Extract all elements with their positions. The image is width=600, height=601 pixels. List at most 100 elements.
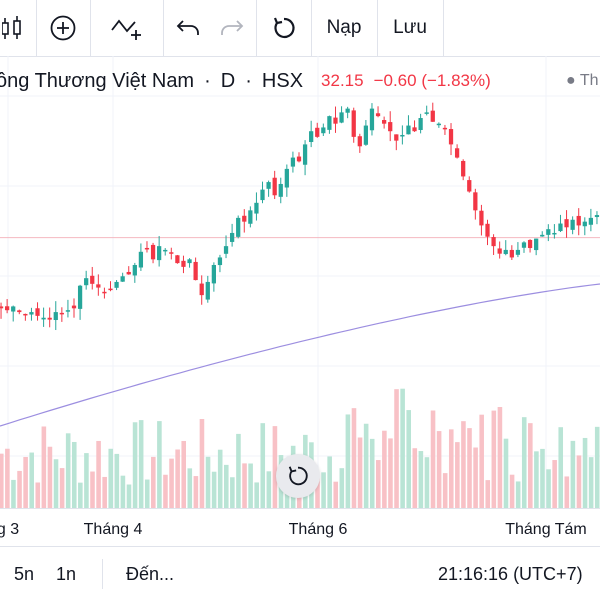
candle-body: [302, 144, 308, 165]
candle-body: [534, 238, 539, 251]
candle-body: [582, 221, 587, 227]
reset-icon: [273, 17, 295, 39]
candle-body: [382, 120, 387, 124]
reset-button[interactable]: [262, 0, 306, 56]
volume-bar: [102, 476, 107, 508]
candle-body: [236, 217, 241, 237]
candle-body: [126, 271, 131, 275]
candle-body: [102, 291, 107, 294]
reset-chart-button[interactable]: [276, 454, 320, 498]
candle-body: [96, 284, 101, 288]
candle-body: [327, 116, 332, 130]
toolbar-separator: [102, 559, 103, 589]
volume-bar: [144, 479, 150, 508]
candle-body: [199, 283, 204, 296]
candle-body: [479, 210, 484, 226]
compare-button[interactable]: [96, 0, 158, 56]
candle-body: [284, 168, 289, 188]
candle-body: [503, 249, 508, 255]
legend-separator: ·: [245, 69, 252, 92]
load-layout-button[interactable]: Nạp: [326, 17, 362, 38]
candles: [0, 102, 600, 331]
candle-body: [540, 234, 545, 237]
candle-body: [345, 108, 350, 113]
volume-bar: [455, 442, 460, 508]
chart-pane[interactable]: [0, 56, 600, 508]
candle-body: [260, 189, 265, 201]
volume-bar: [406, 410, 411, 508]
candle-body: [71, 305, 77, 309]
range-1y-button[interactable]: 1n: [56, 564, 77, 584]
volume-bar: [503, 438, 509, 508]
candle-body: [497, 248, 502, 254]
volume-bar: [412, 448, 418, 508]
range-5y-button[interactable]: 5n: [14, 564, 35, 584]
candle-body: [211, 264, 216, 284]
volume-bar: [71, 441, 77, 508]
volume-bar: [126, 484, 132, 508]
candle-body: [144, 247, 150, 250]
candle-body: [77, 285, 83, 309]
goto-date-button[interactable]: Đến...: [126, 564, 175, 584]
candle-body: [588, 217, 594, 225]
volume-bar: [369, 438, 375, 508]
volume-bar: [96, 440, 101, 508]
redo-button[interactable]: [212, 0, 250, 56]
volume-bar: [521, 417, 527, 508]
candle-body: [388, 122, 393, 132]
candle-body: [17, 310, 22, 313]
legend-separator: ·: [204, 69, 211, 92]
timezone-clock[interactable]: 21:16:16 (UTC+7): [438, 564, 583, 584]
volume-bar: [418, 451, 424, 508]
candle-body: [29, 312, 34, 315]
candle-body: [461, 160, 466, 177]
candle-body: [570, 219, 575, 230]
toolbar-separator: [163, 0, 164, 56]
candle-body: [406, 125, 411, 135]
volume-bar: [205, 456, 211, 508]
candle-body: [266, 182, 271, 189]
time-axis[interactable]: g 3 Tháng 4 Tháng 6 Tháng Tám: [0, 508, 600, 547]
candle-body: [412, 127, 417, 132]
candle-body: [205, 281, 210, 300]
secondary-legend[interactable]: ● Th: [566, 72, 599, 89]
price-chart[interactable]: [0, 56, 600, 508]
candle-body: [229, 232, 235, 242]
undo-button[interactable]: [170, 0, 208, 56]
volume-bars: [0, 388, 600, 508]
candle-body: [290, 157, 296, 167]
volume-bar: [266, 471, 272, 508]
price-change: −0.60 (−1.83%): [373, 71, 491, 90]
candle-body: [448, 129, 454, 145]
candle-body: [521, 242, 527, 248]
volume-bar: [485, 480, 491, 508]
candlestick-icon-button[interactable]: [0, 0, 28, 56]
toolbar-separator: [311, 0, 312, 56]
candle-body: [163, 249, 168, 252]
save-layout-button[interactable]: Lưu: [393, 17, 427, 38]
volume-bar: [321, 472, 326, 508]
candle-body: [351, 110, 356, 137]
candle-body: [527, 239, 533, 249]
time-axis-label: g 3: [0, 521, 20, 538]
volume-bar: [254, 482, 259, 508]
add-indicator-button[interactable]: [37, 0, 89, 56]
volume-bar: [5, 448, 10, 508]
candle-body: [491, 237, 496, 247]
volume-bar: [65, 433, 71, 508]
candle-body: [150, 244, 156, 260]
candle-body: [467, 180, 472, 192]
candle-body: [169, 252, 174, 254]
volume-bar: [558, 427, 564, 508]
candle-body: [339, 112, 344, 123]
volume-bar: [467, 428, 472, 508]
symbol-legend[interactable]: ông Thương Việt Nam · D · HSX 32.15 −0.6…: [0, 68, 491, 94]
add-indicator-icon: [50, 15, 76, 41]
redo-icon: [221, 20, 244, 35]
volume-bar: [582, 437, 588, 508]
candle-body: [485, 223, 490, 237]
volume-bar: [315, 478, 320, 508]
volume-bar: [181, 440, 187, 508]
volume-bar: [357, 437, 363, 508]
volume-bar: [59, 468, 65, 508]
